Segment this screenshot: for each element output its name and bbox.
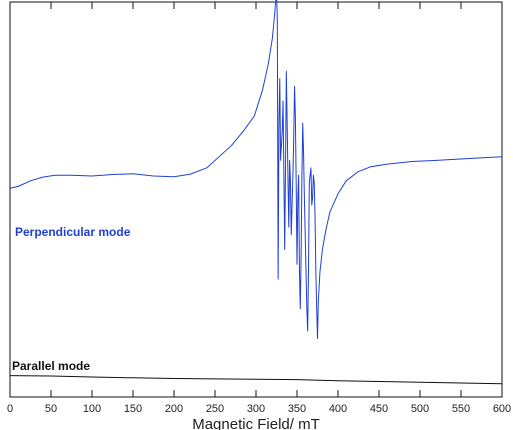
x-tick-label-350: 350 xyxy=(288,403,306,415)
x-tick-label-200: 200 xyxy=(165,403,183,415)
plot-frame xyxy=(9,1,503,398)
x-tick-label-600: 600 xyxy=(493,403,511,415)
x-tick-label-250: 250 xyxy=(206,403,224,415)
series-line-perpendicular-mode xyxy=(9,0,503,339)
series-lines xyxy=(9,0,503,385)
x-tick-label-550: 550 xyxy=(452,403,470,415)
x-tick-label-400: 400 xyxy=(329,403,347,415)
parallel-mode-label: Parallel mode xyxy=(12,359,90,373)
x-tick-label-450: 450 xyxy=(370,403,388,415)
x-tick-label-0: 0 xyxy=(7,403,13,415)
x-tick-label-300: 300 xyxy=(247,403,265,415)
x-axis-ticks xyxy=(9,2,503,397)
x-tick-label-500: 500 xyxy=(411,403,429,415)
x-tick-label-100: 100 xyxy=(83,403,101,415)
x-tick-label-50: 50 xyxy=(45,403,57,415)
perpendicular-mode-label: Perpendicular mode xyxy=(15,225,131,239)
series-line-parallel-mode xyxy=(9,375,503,385)
x-tick-label-150: 150 xyxy=(124,403,142,415)
x-axis-tick-labels: 0 50 100 150 200 250 300 350 400 450 500 550 600 xyxy=(7,403,511,415)
x-axis-title: Magnetic Field/ mT xyxy=(192,416,320,430)
